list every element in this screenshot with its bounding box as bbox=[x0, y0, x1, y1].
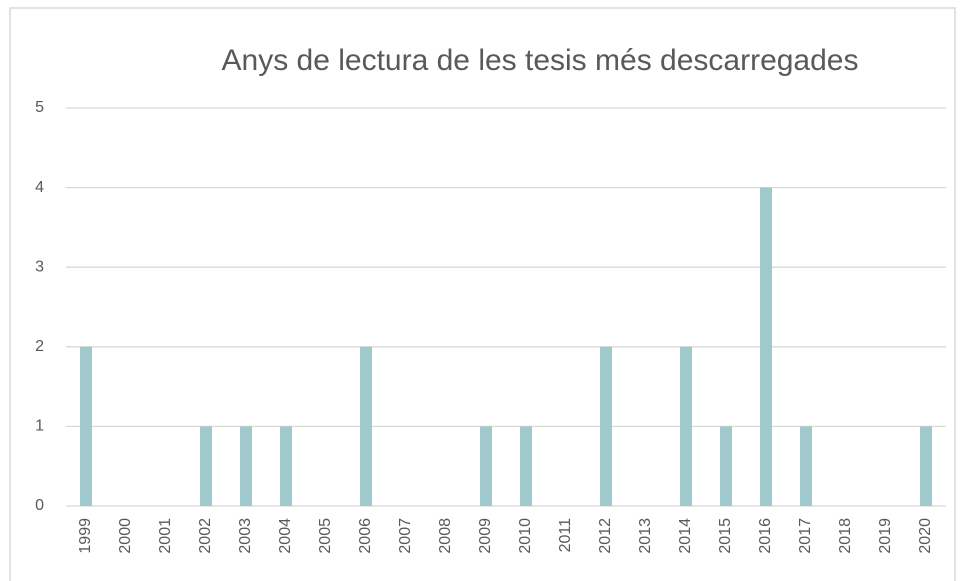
x-tick-label: 2014 bbox=[677, 518, 694, 554]
bar bbox=[240, 426, 252, 506]
x-tick-label: 2011 bbox=[557, 518, 574, 553]
x-tick-label: 2019 bbox=[877, 518, 894, 554]
bar bbox=[280, 426, 292, 506]
x-tick-label: 2012 bbox=[597, 518, 614, 554]
y-tick-label: 5 bbox=[35, 99, 44, 116]
bar bbox=[720, 426, 732, 506]
x-tick-label: 2005 bbox=[317, 518, 334, 554]
x-tick-label: 2001 bbox=[157, 518, 174, 554]
x-tick-label: 2010 bbox=[517, 518, 534, 554]
bar bbox=[360, 346, 372, 506]
y-tick-label: 3 bbox=[35, 258, 44, 275]
x-tick-label: 2020 bbox=[917, 518, 934, 554]
y-tick-label: 0 bbox=[35, 497, 44, 514]
x-tick-label: 2015 bbox=[717, 518, 734, 554]
y-tick-label: 1 bbox=[35, 418, 44, 435]
bar bbox=[600, 346, 612, 506]
bar bbox=[800, 426, 812, 506]
bar bbox=[480, 426, 492, 506]
x-tick-label: 2017 bbox=[797, 518, 814, 554]
bar bbox=[80, 346, 92, 506]
x-tick-label: 2016 bbox=[757, 518, 774, 554]
x-tick-label: 2006 bbox=[357, 518, 374, 554]
y-tick-label: 2 bbox=[35, 338, 44, 355]
x-tick-label: 2004 bbox=[277, 518, 294, 554]
x-tick-label: 2002 bbox=[197, 518, 214, 554]
x-tick-label: 2000 bbox=[117, 518, 134, 554]
x-tick-label: 2009 bbox=[477, 518, 494, 554]
bar bbox=[680, 346, 692, 506]
bar bbox=[520, 426, 532, 506]
chart-frame bbox=[9, 7, 956, 581]
x-tick-label: 2018 bbox=[837, 518, 854, 554]
bar bbox=[760, 187, 772, 506]
bar bbox=[200, 426, 212, 506]
x-tick-label: 2003 bbox=[237, 518, 254, 554]
y-tick-label: 4 bbox=[35, 179, 44, 196]
x-tick-label: 2008 bbox=[437, 518, 454, 554]
x-tick-label: 1999 bbox=[77, 518, 94, 554]
x-tick-label: 2013 bbox=[637, 518, 654, 554]
bar bbox=[920, 426, 932, 506]
chart-title: Anys de lectura de les tesis més descarr… bbox=[222, 44, 859, 77]
x-tick-label: 2007 bbox=[397, 518, 414, 554]
